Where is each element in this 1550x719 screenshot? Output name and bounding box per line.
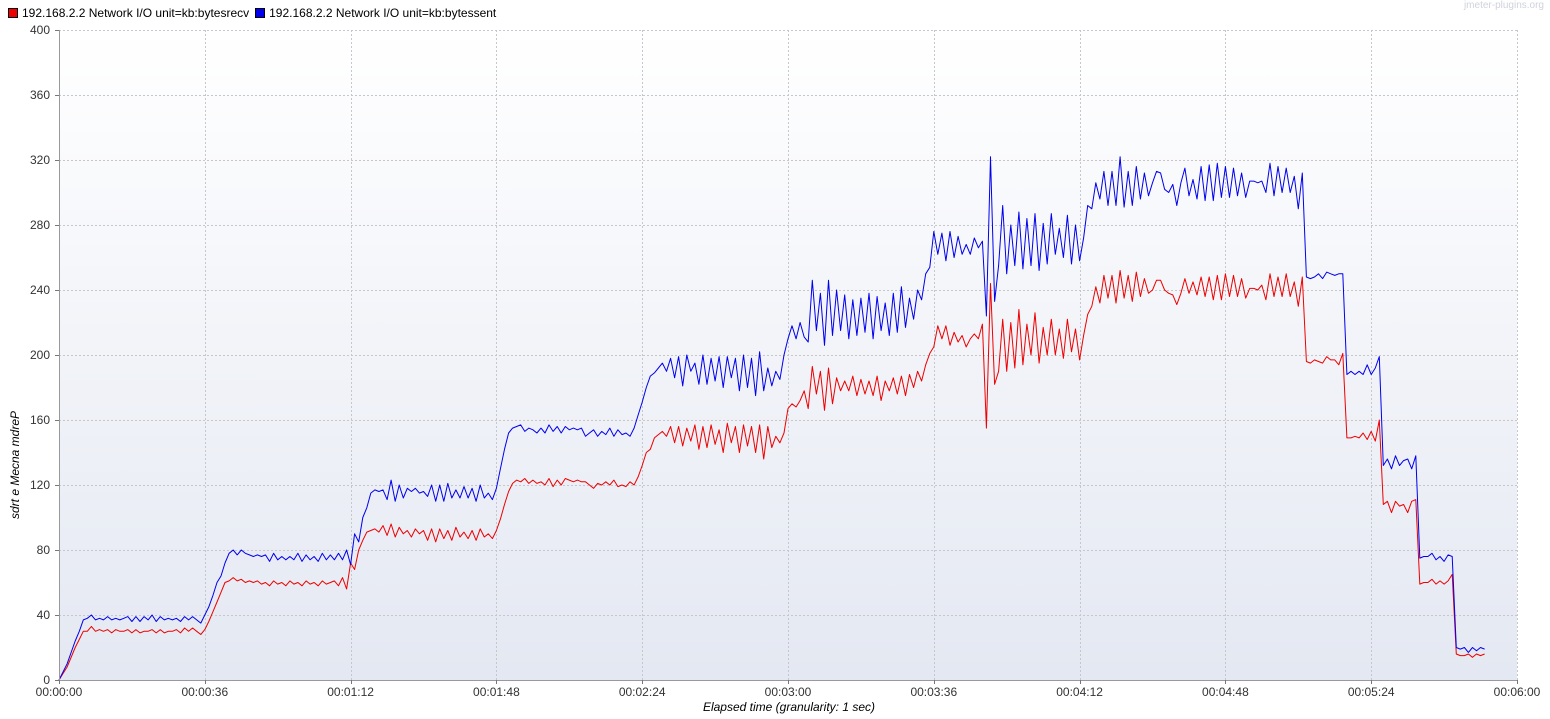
legend-item-bytessent[interactable]: 192.168.2.2 Network I/O unit=kb:bytessen… bbox=[255, 6, 496, 20]
y-tick-label: 120 bbox=[30, 478, 50, 492]
y-tick-label: 360 bbox=[30, 88, 50, 102]
x-tick-label: 00:02:24 bbox=[619, 685, 666, 699]
x-tick-label: 00:04:12 bbox=[1056, 685, 1103, 699]
y-tick-label: 400 bbox=[30, 23, 50, 37]
y-tick-label: 0 bbox=[43, 673, 50, 687]
y-tick-label: 200 bbox=[30, 348, 50, 362]
series-layer bbox=[58, 156, 1485, 681]
legend-label-bytessent: 192.168.2.2 Network I/O unit=kb:bytessen… bbox=[269, 6, 497, 20]
watermark: jmeter-plugins.org bbox=[1463, 0, 1544, 11]
y-tick-label: 280 bbox=[30, 218, 50, 232]
x-tick-label: 00:00:00 bbox=[36, 685, 83, 699]
x-tick-label: 00:01:48 bbox=[473, 685, 520, 699]
x-tick-label: 00:05:24 bbox=[1348, 685, 1395, 699]
x-tick-label: 00:03:36 bbox=[910, 685, 957, 699]
grid bbox=[59, 30, 1518, 680]
legend-swatch-bytessent bbox=[255, 8, 266, 18]
legend-swatch-bytesrecv bbox=[8, 8, 18, 18]
x-tick-label: 00:00:36 bbox=[181, 685, 228, 699]
y-tick-label: 240 bbox=[30, 283, 50, 297]
x-tick-label: 00:01:12 bbox=[327, 685, 374, 699]
series-line-bytesrecv bbox=[58, 270, 1485, 681]
y-tick-label: 160 bbox=[30, 413, 50, 427]
y-axis-title: sdrt e Mecna mdreP bbox=[8, 411, 22, 519]
y-tick-label: 320 bbox=[30, 153, 50, 167]
x-tick-label: 00:03:00 bbox=[765, 685, 812, 699]
x-tick-label: 00:06:00 bbox=[1494, 685, 1541, 699]
legend: 192.168.2.2 Network I/O unit=kb:bytesrec… bbox=[8, 5, 502, 21]
x-tick-label: 00:04:48 bbox=[1202, 685, 1249, 699]
ticks: 0 40 80 120 160 200 240 280 320 360 400 00:00:00 00:… bbox=[30, 23, 1541, 699]
y-tick-label: 80 bbox=[37, 543, 51, 557]
legend-label-bytesrecv: 192.168.2.2 Network I/O unit=kb:bytesrec… bbox=[22, 6, 250, 20]
x-axis-title: Elapsed time (granularity: 1 sec) bbox=[703, 700, 875, 714]
y-tick-label: 40 bbox=[37, 608, 51, 622]
series-line-bytessent bbox=[58, 156, 1485, 681]
legend-item-bytesrecv[interactable]: 192.168.2.2 Network I/O unit=kb:bytesrec… bbox=[8, 6, 249, 20]
